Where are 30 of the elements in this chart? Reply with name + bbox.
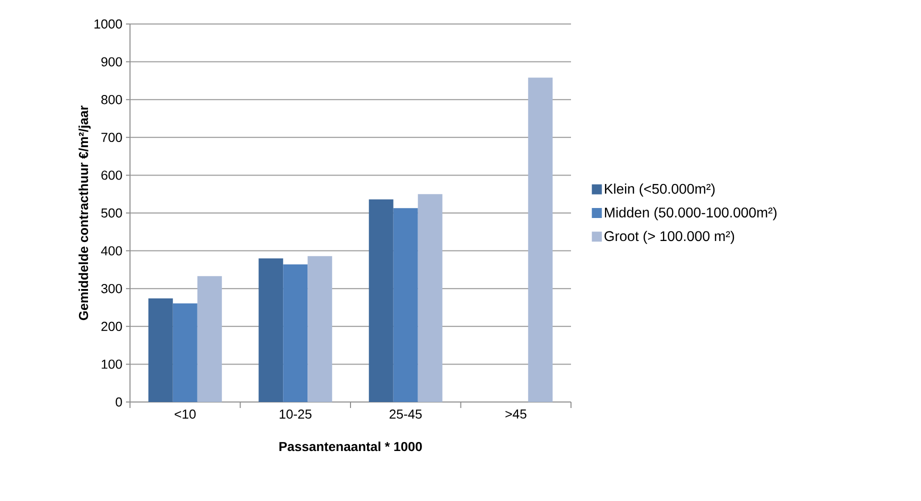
bar [393, 208, 418, 402]
bar [418, 194, 442, 402]
y-tick-label: 500 [101, 208, 122, 218]
y-tick-label: 600 [101, 170, 122, 180]
legend-label: Midden (50.000-100.000m²) [604, 207, 776, 220]
bar [368, 199, 394, 402]
bar [258, 258, 284, 402]
y-tick-label: 400 [101, 246, 122, 256]
x-tick-label: 25-45 [390, 410, 422, 419]
bar [172, 303, 198, 402]
y-tick-label: 200 [101, 322, 122, 331]
bar [197, 276, 222, 402]
bar [528, 78, 553, 402]
y-tick-label: 0 [116, 397, 122, 407]
y-tick-label: 100 [102, 360, 122, 369]
bar [283, 264, 308, 402]
x-axis-title: Passantenaantal * 1000 [279, 442, 422, 452]
legend-label: Groot (> 100.000 m²) [604, 230, 734, 244]
y-tick-label: 300 [101, 284, 122, 294]
bar [308, 256, 332, 402]
y-tick-label: 700 [101, 132, 122, 142]
y-tick-label: 900 [101, 57, 122, 66]
x-tick-label: >45 [505, 410, 526, 419]
legend-label: Klein (<50.000m²) [604, 184, 715, 197]
x-tick-label: <10 [174, 410, 196, 419]
y-tick-label: 1000 [94, 19, 122, 29]
x-tick-label: 10-25 [280, 410, 312, 419]
y-axis-title: Gemiddelde contracthuur €/m²/jaar [78, 106, 91, 320]
y-tick-label: 800 [101, 94, 122, 104]
bar [148, 298, 173, 402]
